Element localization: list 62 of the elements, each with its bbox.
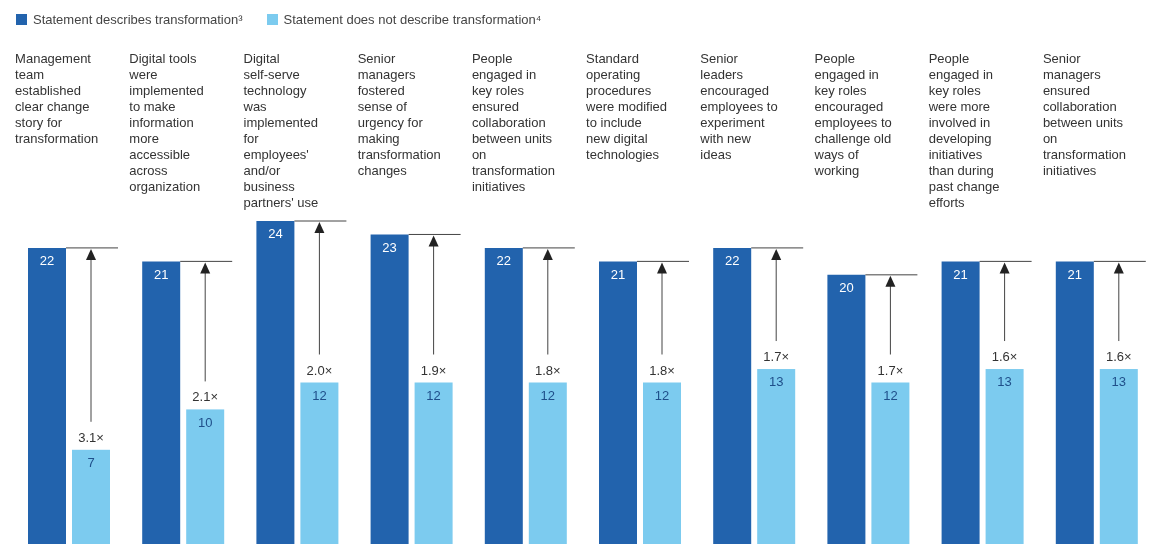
data-label: 22 <box>724 253 740 269</box>
bar <box>370 234 409 544</box>
data-label: 20 <box>839 280 854 296</box>
bar <box>757 369 796 544</box>
annotation: 1.9× <box>420 362 447 378</box>
x-tick-label: Senior leaders encouraged employees to experiment with new ideas <box>699 51 778 162</box>
annotation: 1.6× <box>991 349 1018 365</box>
data-label: 13 <box>768 374 784 390</box>
category-label: People engaged in key roles were more involved in developing initiatives than during past change efforts <box>928 51 1000 210</box>
bar <box>484 247 523 544</box>
legend-label: Statement describes transformation³ <box>32 12 243 27</box>
data-label: 12 <box>312 387 327 403</box>
annotation: 1.7× <box>763 349 790 365</box>
data-label: 12 <box>540 387 556 403</box>
data-label: 12 <box>654 387 670 403</box>
data-label: 21 <box>1067 266 1083 282</box>
bar <box>827 274 866 544</box>
bar <box>256 221 295 544</box>
bar <box>871 382 910 544</box>
data-label: 21 <box>953 266 968 282</box>
bar <box>985 369 1024 544</box>
data-label: 12 <box>426 387 441 403</box>
bar <box>643 382 681 544</box>
data-label: 13 <box>997 374 1012 390</box>
bar <box>72 449 110 544</box>
bar <box>1099 369 1138 544</box>
bar <box>1055 261 1094 544</box>
bar <box>300 382 339 544</box>
data-label: 21 <box>153 266 169 282</box>
annotation: 3.1× <box>78 429 104 445</box>
data-label: 12 <box>883 387 898 403</box>
data-label: 10 <box>197 414 213 430</box>
legend-label: Statement does not describe transformation⁴ <box>282 12 542 27</box>
bar <box>528 382 567 544</box>
bar <box>414 382 453 544</box>
data-label: 21 <box>610 266 626 282</box>
annotation: 2.1× <box>192 389 219 405</box>
annotation: 1.8× <box>649 362 675 378</box>
bar <box>713 247 752 544</box>
x-tick-label: Senior managers fostered sense of urgency for making transformation changes <box>357 51 441 178</box>
data-label: 22 <box>496 253 512 269</box>
bar <box>28 247 66 544</box>
data-label: 24 <box>268 226 283 242</box>
x-tick-label: Senior managers ensured collaboration between units on transformation initiatives <box>1042 51 1126 178</box>
category-label: People engaged in key roles ensured collaboration between units on transformation initiatives <box>471 51 555 194</box>
bar <box>186 409 225 544</box>
bar <box>941 261 980 544</box>
annotation: 1.8× <box>534 362 561 378</box>
data-label: 23 <box>382 239 397 255</box>
annotation: 1.6× <box>1105 349 1132 365</box>
annotation: 2.0× <box>306 362 333 378</box>
bar <box>142 261 181 544</box>
x-tick-label: Standard operating procedures were modified to include new digital technologies <box>585 51 668 162</box>
x-tick-label: People engaged in key roles encouraged employees to challenge old ways of working <box>813 51 892 178</box>
category-label: Digital tools were implemented to make information more accessible across organization <box>129 51 204 194</box>
data-label: 22 <box>39 253 55 269</box>
annotation: 1.7× <box>877 362 904 378</box>
x-tick-label: Management team established clear change story for transformation <box>15 51 99 146</box>
category-label: Digital self-serve technology was implemented for employees' and/or business partners' use <box>243 51 319 210</box>
data-label: 13 <box>1111 374 1127 390</box>
data-label: 7 <box>87 455 95 471</box>
bar <box>599 261 637 544</box>
